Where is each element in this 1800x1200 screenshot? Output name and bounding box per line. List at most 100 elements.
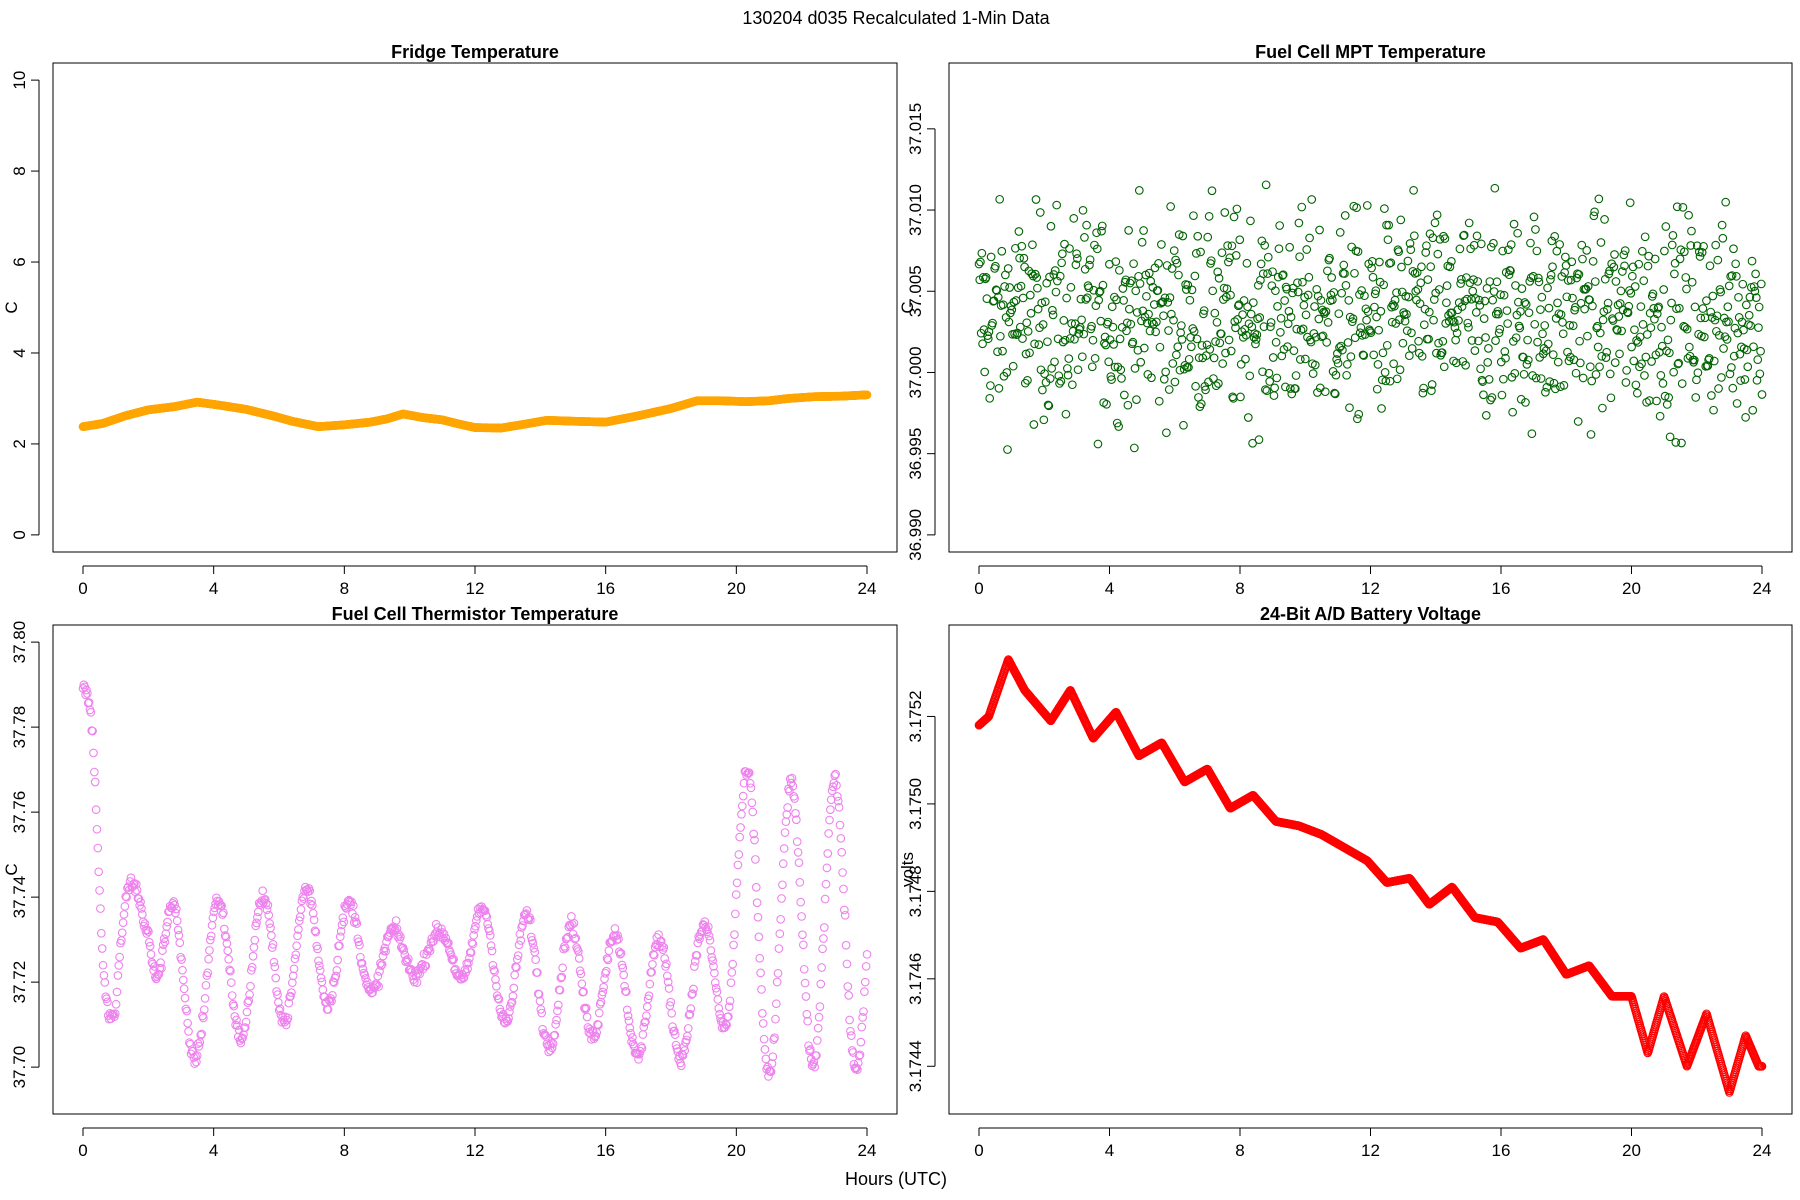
data-point (1072, 254, 1082, 263)
data-point (1439, 231, 1448, 241)
data-point (1270, 383, 1280, 393)
data-point (352, 919, 362, 928)
data-point (1494, 309, 1503, 319)
data-point (1074, 329, 1084, 338)
data-point (1357, 286, 1366, 295)
data-point (1330, 389, 1340, 399)
data-point (1114, 422, 1123, 431)
data-point (1416, 278, 1426, 288)
data-point (1684, 342, 1694, 352)
data-point (236, 1038, 246, 1048)
data-point (1360, 291, 1369, 301)
data-point (487, 946, 497, 956)
data-point (1503, 319, 1512, 328)
data-point (1269, 391, 1279, 400)
data-point (1451, 358, 1461, 368)
x-tick-label: 24 (1753, 579, 1772, 598)
data-point (821, 879, 831, 889)
data-point (1095, 287, 1104, 297)
data-point (1262, 386, 1272, 396)
data-point (1741, 412, 1750, 422)
data-point (757, 1009, 767, 1018)
data-point (557, 972, 567, 982)
data-point (94, 867, 104, 877)
data-point (1567, 257, 1577, 267)
data-point (253, 912, 262, 922)
data-point (290, 954, 300, 964)
data-point (1323, 318, 1333, 327)
data-point (1510, 368, 1520, 378)
data-point (264, 910, 274, 920)
data-point (464, 953, 474, 963)
data-point (1050, 266, 1060, 275)
data-point (1543, 283, 1552, 293)
data-point (1746, 321, 1755, 330)
data-point (1433, 249, 1443, 259)
data-point (1594, 194, 1604, 204)
data-point (1606, 393, 1616, 403)
data-point (1380, 204, 1389, 213)
data-point (771, 999, 781, 1009)
data-point (93, 843, 103, 853)
data-point (283, 1013, 293, 1023)
data-point (836, 833, 846, 843)
data-point (1695, 252, 1705, 261)
data-point (1011, 296, 1021, 305)
x-tick-label: 8 (1235, 579, 1244, 598)
data-point (842, 959, 852, 969)
y-tick-label: 37.72 (10, 961, 29, 1004)
data-point (1709, 356, 1719, 366)
data-point (199, 1005, 209, 1015)
data-point (1057, 258, 1066, 268)
data-point (1298, 277, 1307, 287)
data-point (1263, 269, 1272, 278)
data-point (1397, 262, 1406, 272)
data-point (526, 915, 535, 925)
data-point (1405, 239, 1415, 248)
data-point (1386, 258, 1396, 268)
data-point (1214, 379, 1223, 388)
data-point (1708, 291, 1718, 301)
data-point (96, 928, 106, 938)
data-point (1170, 377, 1180, 387)
data-point (146, 949, 156, 959)
data-point (1499, 374, 1508, 384)
figure-suptitle: 130204 d035 Recalculated 1-Min Data (742, 8, 1050, 28)
y-tick-label: 37.015 (906, 103, 925, 155)
data-point (737, 809, 746, 819)
data-point (1076, 294, 1086, 304)
data-point (1215, 338, 1225, 348)
data-point (735, 832, 745, 842)
data-point (421, 961, 431, 971)
data-point (1549, 378, 1559, 388)
data-point (1495, 324, 1505, 334)
data-points (78, 680, 872, 1081)
data-point (730, 909, 740, 919)
data-point (1335, 228, 1345, 237)
data-point (1468, 286, 1478, 296)
data-point (323, 1005, 333, 1014)
data-point (1252, 330, 1262, 340)
data-point (1724, 281, 1734, 291)
data-point (1263, 252, 1273, 262)
data-point (1206, 256, 1216, 266)
data-point (981, 273, 991, 282)
data-point (494, 994, 504, 1004)
data-point (1135, 279, 1145, 288)
data-point (258, 886, 268, 896)
data-point (1600, 215, 1609, 224)
data-point (391, 916, 401, 925)
data-point (594, 1008, 604, 1018)
data-point (997, 246, 1007, 256)
data-point (1424, 334, 1433, 344)
data-point (560, 943, 570, 953)
data-point (310, 926, 320, 936)
data-point (1562, 292, 1572, 302)
data-point (1539, 344, 1549, 353)
data-point (1699, 242, 1708, 251)
data-point (1627, 271, 1637, 281)
data-point (1706, 307, 1716, 317)
data-point (1699, 332, 1709, 342)
